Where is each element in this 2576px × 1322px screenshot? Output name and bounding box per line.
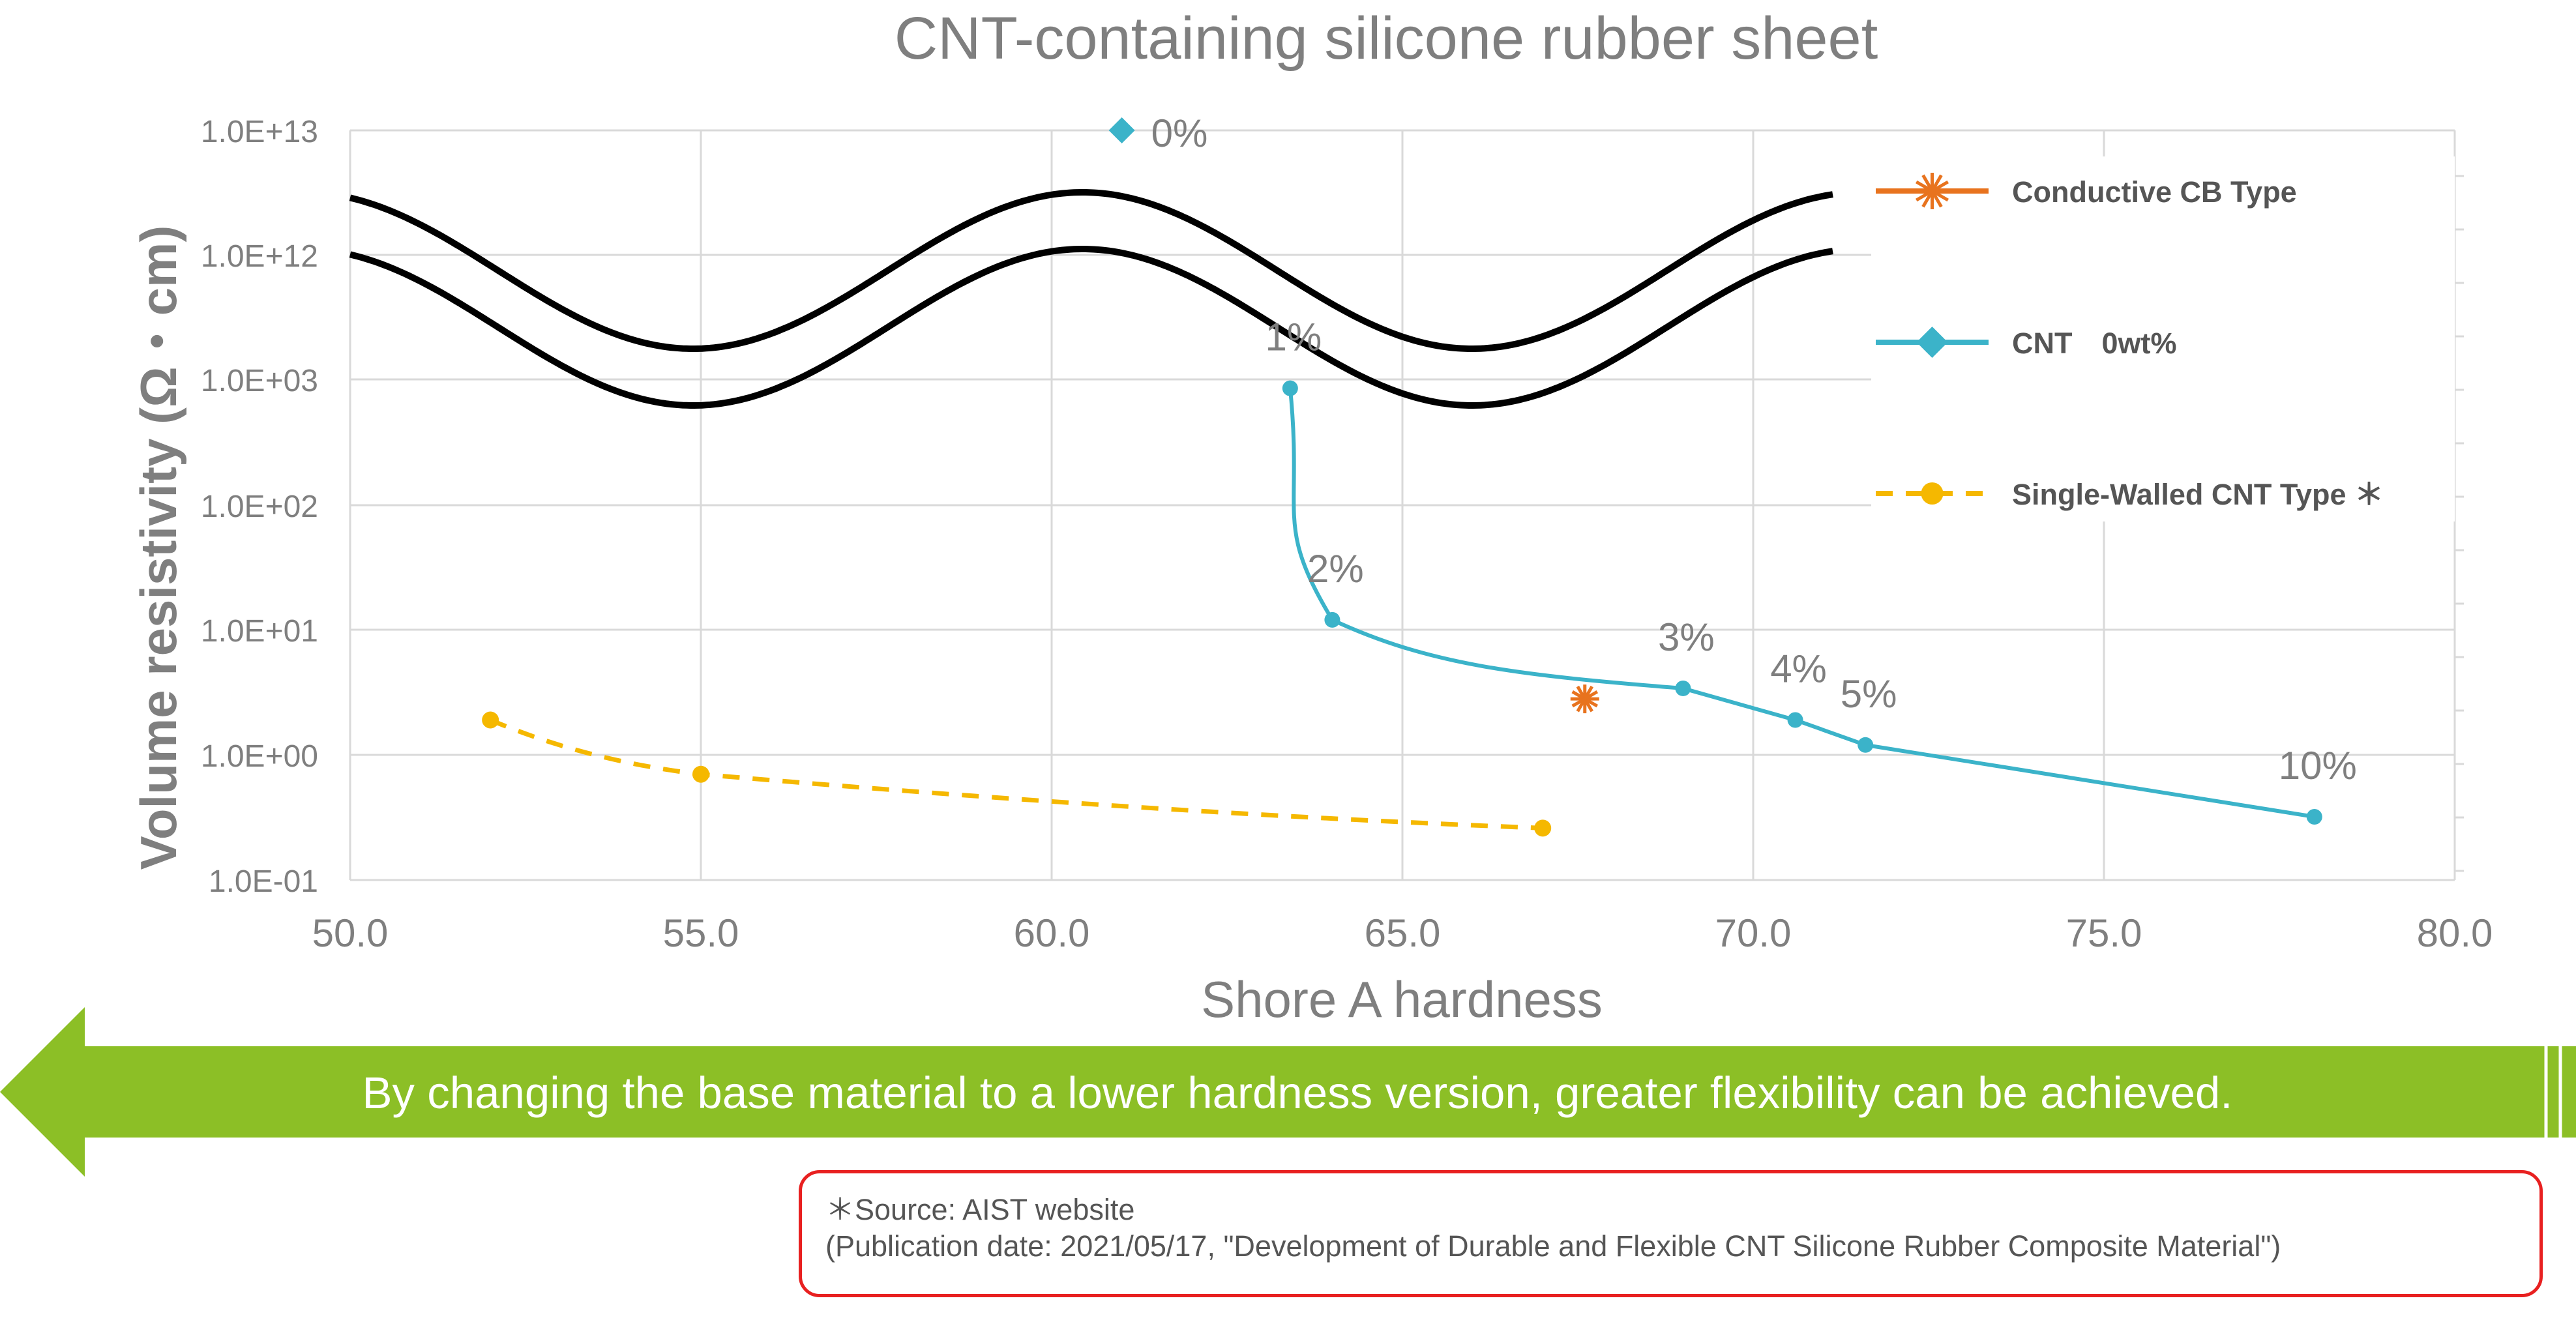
source-line-1: ＊Source: AIST website <box>825 1193 1135 1226</box>
cnt-point-1 <box>1282 380 1298 396</box>
data-label-2%: 2% <box>1307 547 1364 591</box>
asterisk-stroke <box>1571 690 1599 708</box>
legend-label-2: Single-Walled CNT Type ＊ <box>2012 478 2384 511</box>
y-tick-label: 1.0E+02 <box>201 490 318 524</box>
series <box>482 117 2322 837</box>
y-tick-label: 1.0E-01 <box>209 864 318 899</box>
axis-break-line-upper <box>349 189 1833 352</box>
legend-marker-cb-asterisk-icon <box>1914 173 1951 209</box>
x-tick-label: 60.0 <box>1014 911 1090 955</box>
y-tick-label: 1.0E+13 <box>201 115 318 149</box>
cnt-point-4 <box>1787 712 1803 728</box>
y-tick-label: 1.0E+12 <box>201 239 318 274</box>
legend-marker-cnt-diamond <box>1916 327 1948 358</box>
swcnt-point-0 <box>482 711 499 729</box>
x-tick-label: 80.0 <box>2417 911 2493 955</box>
x-tick-label: 70.0 <box>1715 911 1792 955</box>
x-tick-label: 50.0 <box>312 911 389 955</box>
axes: 50.0 55.0 60.0 65.0 70.0 75.0 80.0 1.0E-01 1.0E+… <box>201 115 2493 955</box>
swcnt-point-1 <box>692 765 709 783</box>
data-label-0%: 0% <box>1151 111 1208 155</box>
legend-label-1: CNT 0wt% <box>2012 327 2177 360</box>
data-label-10%: 10% <box>2279 744 2357 787</box>
y-axis-title: Volume resistivity (Ω・cm) <box>130 226 187 870</box>
data-label-1%: 1% <box>1265 316 1322 359</box>
legend-marker-swcnt <box>1921 482 1944 505</box>
x-tick-label: 65.0 <box>1365 911 1441 955</box>
x-tick-label: 75.0 <box>2066 911 2142 955</box>
data-label-5%: 5% <box>1841 672 1897 716</box>
swcnt-point-2 <box>1534 819 1552 837</box>
axis-break-line-lower <box>349 246 1833 409</box>
legend-background <box>1871 156 2455 521</box>
chart-title: CNT-containing silicone rubber sheet <box>895 5 1878 72</box>
source-line-2: (Publication date: 2021/05/17, "Developm… <box>825 1229 2281 1263</box>
series-line-cnt <box>1288 388 2315 819</box>
legend-label-0: Conductive CB Type <box>2012 175 2297 209</box>
banner-text: By changing the base material to a lower… <box>363 1068 2233 1118</box>
data-label-3%: 3% <box>1658 615 1715 659</box>
cnt-point-5 <box>1858 737 1874 753</box>
data-labels: 0% 1% 2% 3% 4% 5% 10% <box>1151 111 2357 787</box>
cnt-point-6 <box>2306 809 2322 825</box>
y-tick-label: 1.0E+03 <box>201 364 318 398</box>
cnt-point-3 <box>1675 680 1691 696</box>
cnt-point-diamond <box>1108 117 1135 143</box>
series-line-swcnt <box>489 718 1543 830</box>
left-arrow-icon <box>0 1007 2576 1177</box>
legend: Conductive CB Type CNT 0wt% Single-Walled … <box>1871 156 2455 521</box>
x-axis-title: Shore A hardness <box>1201 971 1603 1028</box>
conclusion-banner: By changing the base material to a lower… <box>0 1007 2576 1177</box>
cnt-point-2 <box>1324 611 1340 628</box>
source-note: ＊Source: AIST website (Publication date:… <box>799 1170 2543 1297</box>
y-tick-label: 1.0E+00 <box>201 739 318 774</box>
data-label-4%: 4% <box>1770 647 1827 690</box>
cb-point-asterisk-icon <box>1570 684 1599 714</box>
axis-break <box>349 189 1833 409</box>
y-tick-label: 1.0E+01 <box>201 614 318 649</box>
x-tick-label: 55.0 <box>663 911 739 955</box>
asterisk-stroke <box>1916 180 1949 202</box>
